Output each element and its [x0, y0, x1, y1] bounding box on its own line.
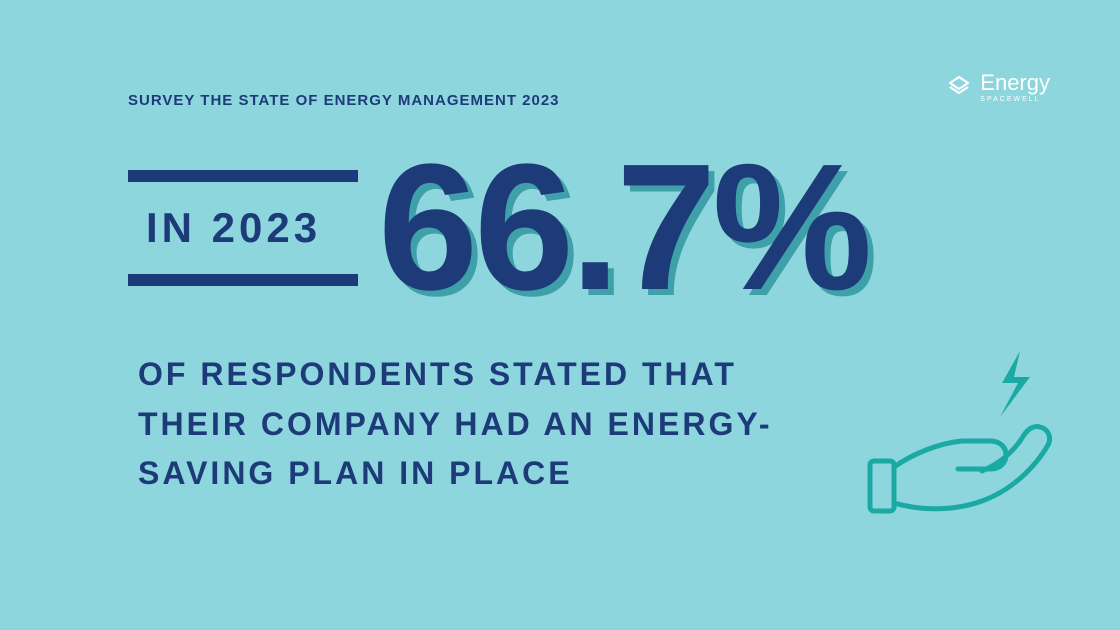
logo-primary-text: Energy [980, 72, 1050, 94]
body-copy: OF RESPONDENTS STATED THAT THEIR COMPANY… [138, 350, 818, 499]
logo-mark-icon [946, 75, 972, 101]
brand-logo: Energy SPACEWELL [946, 72, 1050, 103]
percent-value: 66.7% [378, 138, 868, 318]
percent-figure: 66.7% 66.7% [378, 138, 868, 318]
year-badge: IN 2023 [128, 170, 358, 286]
survey-header-label: SURVEY THE STATE OF ENERGY MANAGEMENT 20… [128, 92, 560, 109]
infographic-canvas: SURVEY THE STATE OF ENERGY MANAGEMENT 20… [0, 0, 1120, 630]
headline-stat: IN 2023 66.7% 66.7% [128, 138, 868, 318]
year-label: IN 2023 [128, 182, 358, 274]
hand-bolt-icon [862, 343, 1062, 518]
year-bar-bottom [128, 274, 358, 286]
logo-secondary-text: SPACEWELL [980, 96, 1050, 103]
year-bar-top [128, 170, 358, 182]
